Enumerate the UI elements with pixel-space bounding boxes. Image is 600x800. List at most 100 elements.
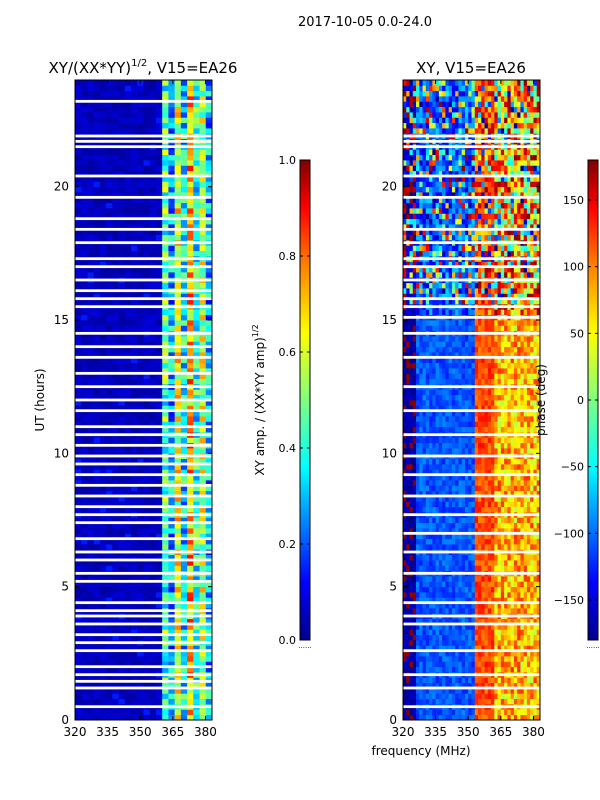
heatmap-cell xyxy=(438,645,443,652)
heatmap-cell xyxy=(118,448,126,454)
heatmap-cell xyxy=(448,448,453,454)
heatmap-cell xyxy=(517,458,521,465)
heatmap-cell xyxy=(106,149,113,156)
heatmap-cell xyxy=(137,634,144,641)
heatmap-cell xyxy=(75,154,82,161)
heatmap-cell xyxy=(193,656,200,662)
heatmap-cell xyxy=(448,506,453,513)
heatmap-cell xyxy=(409,634,414,641)
heatmap-cell xyxy=(106,368,113,374)
heatmap-cell xyxy=(137,624,144,630)
heatmap-cell xyxy=(205,165,212,172)
heatmap-cell xyxy=(487,448,492,454)
heatmap-cell xyxy=(155,261,163,268)
heatmap-cell xyxy=(510,496,515,502)
heatmap-cell xyxy=(106,400,113,406)
heatmap-cell xyxy=(87,421,95,428)
heatmap-cell xyxy=(461,608,466,614)
heatmap-cell xyxy=(484,490,489,497)
heatmap-cell xyxy=(180,682,188,689)
heatmap-cell xyxy=(87,474,95,481)
heatmap-cell xyxy=(438,565,443,572)
heatmap-cell xyxy=(187,496,194,502)
heatmap-cell xyxy=(87,528,95,534)
heatmap-cell xyxy=(526,597,531,604)
heatmap-cell xyxy=(93,378,101,385)
heatmap-cell xyxy=(451,597,456,604)
heatmap-cell xyxy=(432,565,437,572)
heatmap-cell xyxy=(500,592,505,598)
heatmap-cell xyxy=(530,581,534,588)
heatmap-cell xyxy=(124,469,132,476)
heatmap-cell xyxy=(180,368,188,374)
heatmap-cell xyxy=(149,325,157,332)
heatmap-cell xyxy=(118,688,126,694)
heatmap-cell xyxy=(481,485,485,492)
heatmap-cell xyxy=(75,213,82,220)
heatmap-cell xyxy=(471,480,476,486)
heatmap-cell xyxy=(162,368,169,374)
heatmap-cell xyxy=(180,474,188,481)
heatmap-cell xyxy=(162,197,169,204)
heatmap-cell xyxy=(491,464,495,470)
heatmap-cell xyxy=(455,714,459,720)
heatmap-cell xyxy=(106,506,113,513)
heatmap-cell xyxy=(187,480,194,486)
heatmap-cell xyxy=(205,208,212,214)
heatmap-cell xyxy=(484,464,489,470)
heatmap-cell xyxy=(81,400,88,406)
heatmap-cell xyxy=(168,661,176,668)
heatmap-cell xyxy=(75,181,82,188)
heatmap-cell xyxy=(205,709,212,716)
heatmap-cell xyxy=(497,608,502,614)
heatmap-cell xyxy=(471,448,476,454)
heatmap-cell xyxy=(451,480,456,486)
heatmap-cell xyxy=(87,378,95,385)
heatmap-cell xyxy=(112,602,119,609)
heatmap-cell xyxy=(131,522,138,529)
heatmap-cell xyxy=(106,117,113,124)
heatmap-cell xyxy=(131,650,138,657)
heatmap-cell xyxy=(187,229,194,236)
heatmap-cell xyxy=(168,197,176,204)
heatmap-cell xyxy=(106,213,113,220)
heatmap-cell xyxy=(81,336,88,342)
heatmap-cell xyxy=(448,538,453,545)
heatmap-cell xyxy=(406,474,410,481)
heatmap-cell xyxy=(455,544,459,550)
heatmap-cell xyxy=(484,592,489,598)
heatmap-cell xyxy=(187,96,194,102)
heatmap-cell xyxy=(155,170,163,177)
heatmap-cell xyxy=(530,661,534,668)
heatmap-cell xyxy=(162,522,169,529)
heatmap-cell xyxy=(451,586,456,593)
heatmap-cell xyxy=(445,448,450,454)
heatmap-cell xyxy=(510,693,515,700)
heatmap-cell xyxy=(442,442,446,449)
heatmap-cell xyxy=(187,250,194,257)
heatmap-cell xyxy=(174,464,182,470)
heatmap-cell xyxy=(448,442,453,449)
heatmap-cell xyxy=(137,154,144,161)
colorbar-tick-label: 0.8 xyxy=(279,250,297,263)
heatmap-cell xyxy=(131,160,138,166)
heatmap-cell xyxy=(481,645,485,652)
heatmap-cell xyxy=(193,85,200,92)
heatmap-cell xyxy=(507,528,512,534)
heatmap-cell xyxy=(137,266,144,273)
heatmap-cell xyxy=(87,186,95,193)
heatmap-cell xyxy=(180,176,188,182)
heatmap-cell xyxy=(478,490,482,497)
heatmap-cell xyxy=(131,176,138,182)
heatmap-cell xyxy=(504,640,508,646)
heatmap-cell xyxy=(93,234,101,241)
heatmap-cell xyxy=(494,448,498,454)
heatmap-cell xyxy=(205,581,212,588)
heatmap-cell xyxy=(106,373,113,380)
heatmap-cell xyxy=(458,688,463,694)
heatmap-cell xyxy=(149,458,157,465)
heatmap-cell xyxy=(481,442,485,449)
heatmap-cell xyxy=(162,282,169,289)
heatmap-cell xyxy=(406,661,410,668)
heatmap-cell xyxy=(193,186,200,193)
